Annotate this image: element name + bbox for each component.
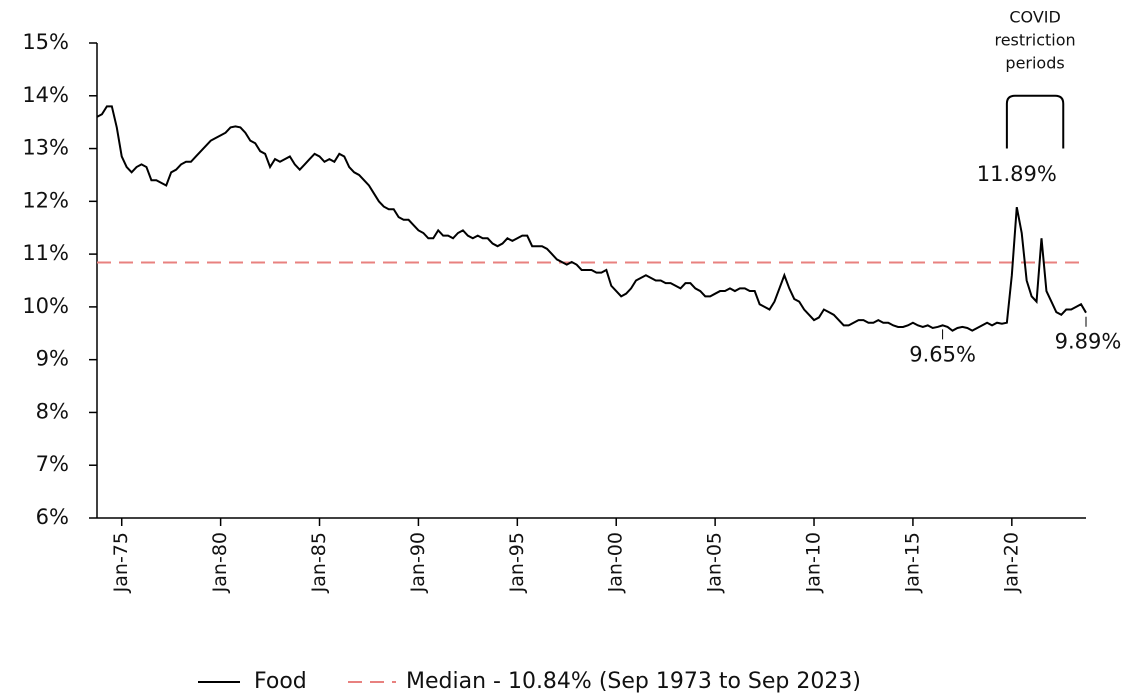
x-tick-label: Jan-00	[605, 532, 627, 593]
covid-bracket	[1005, 94, 1065, 149]
y-tick-label: 7%	[36, 452, 69, 476]
y-tick-label: 9%	[36, 347, 69, 371]
y-tick-label: 12%	[22, 188, 69, 212]
x-tick-label: Jan-15	[901, 532, 923, 593]
covid-label: restriction	[994, 31, 1075, 50]
y-tick-label: 13%	[22, 136, 69, 160]
y-tick-label: 10%	[22, 294, 69, 318]
x-tick-label: Jan-80	[209, 532, 231, 593]
x-tick-label: Jan-75	[110, 532, 132, 593]
point-label: 9.89%	[1055, 330, 1122, 354]
food-line	[96, 105, 1087, 332]
legend-label: Median - 10.84% (Sep 1973 to Sep 2023)	[406, 669, 861, 694]
covid-label: COVID	[1009, 8, 1060, 27]
x-tick-label: Jan-10	[803, 532, 825, 593]
x-tick-label: Jan-20	[1000, 532, 1022, 593]
point-label: 11.89%	[977, 162, 1057, 186]
y-tick-label: 14%	[22, 83, 69, 107]
legend: Food Median - 10.84% (Sep 1973 to Sep 202…	[198, 669, 861, 694]
y-tick-label: 8%	[36, 399, 69, 423]
covid-label: periods	[1005, 54, 1064, 73]
x-tick-label: Jan-95	[506, 532, 528, 593]
y-tick-label: 15%	[22, 30, 69, 54]
legend-label: Food	[254, 669, 307, 694]
y-tick-label: 11%	[22, 241, 69, 265]
x-tick-label: Jan-90	[407, 532, 429, 593]
y-tick-label: 6%	[36, 505, 69, 529]
x-tick-label: Jan-85	[308, 532, 330, 593]
point-label: 9.65%	[909, 342, 976, 366]
x-tick-label: Jan-05	[704, 532, 726, 593]
